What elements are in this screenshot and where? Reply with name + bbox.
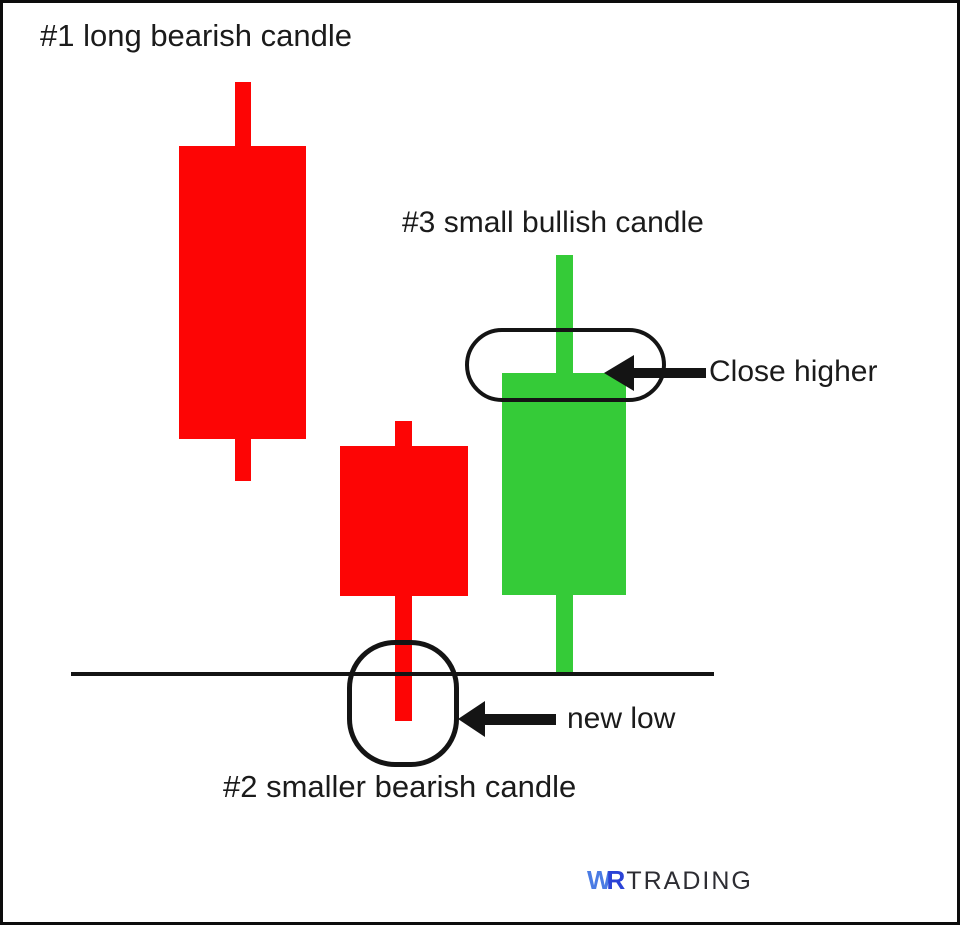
candle-2-body <box>340 446 468 596</box>
candle-3-lower-wick <box>556 593 573 674</box>
new-low-arrowhead-icon <box>458 701 485 737</box>
candle-3-upper-wick <box>556 255 573 377</box>
logo-trading-text: TRADING <box>626 867 753 895</box>
new-low-arrow-shaft <box>482 714 556 725</box>
close-higher-arrowhead-icon <box>604 355 634 391</box>
candle-2-label: #2 smaller bearish candle <box>223 769 577 804</box>
candle-1-label: #1 long bearish candle <box>40 18 352 53</box>
new-low-label: new low <box>567 702 676 735</box>
new-low-highlight-circle <box>347 640 459 767</box>
close-higher-arrow-shaft <box>631 368 706 378</box>
candle-3-label: #3 small bullish candle <box>402 206 704 239</box>
candle-2-lower-wick <box>395 594 412 721</box>
candle-2-upper-wick <box>395 421 412 449</box>
candle-1-body <box>179 146 306 439</box>
close-higher-label: Close higher <box>709 355 878 388</box>
logo-letter-r: R <box>606 865 626 895</box>
candle-1-upper-wick <box>235 82 251 152</box>
close-highlight-capsule <box>465 328 666 402</box>
brand-logo: W R TRADING <box>587 867 753 894</box>
candle-3-body <box>502 373 626 595</box>
logo-letter-w: W <box>587 865 612 895</box>
candle-1-lower-wick <box>235 437 251 481</box>
